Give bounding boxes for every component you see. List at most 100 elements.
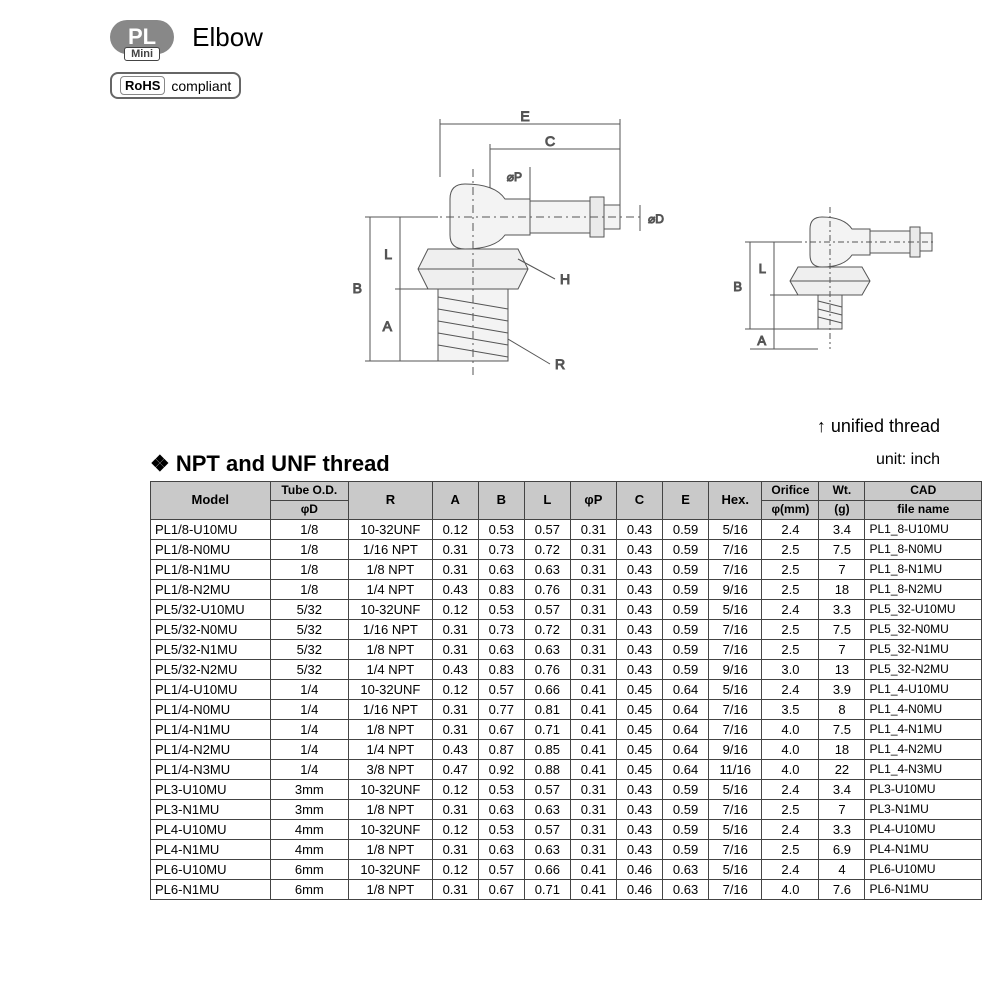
svg-text:L: L — [759, 261, 766, 276]
table-cell: 1/8 — [270, 579, 349, 599]
table-cell: 5/16 — [709, 859, 762, 879]
table-cell: 0.83 — [478, 579, 524, 599]
table-cell: 0.31 — [570, 819, 616, 839]
table-cell: PL1_4-N0MU — [865, 699, 982, 719]
th-c: C — [616, 482, 662, 520]
table-cell: 0.43 — [616, 639, 662, 659]
table-cell: 0.72 — [524, 539, 570, 559]
svg-text:A: A — [383, 318, 393, 334]
table-row: PL3-U10MU3mm10-32UNF0.120.530.570.310.43… — [151, 779, 982, 799]
table-cell: 2.4 — [762, 779, 819, 799]
table-cell: 0.59 — [663, 599, 709, 619]
table-cell: 0.63 — [663, 859, 709, 879]
table-cell: 3mm — [270, 799, 349, 819]
table-cell: 0.57 — [524, 779, 570, 799]
table-cell: 3.5 — [762, 699, 819, 719]
pl-badge: PL Mini — [110, 20, 174, 54]
table-cell: 5/32 — [270, 659, 349, 679]
table-cell: 10-32UNF — [349, 819, 433, 839]
table-cell: 0.59 — [663, 819, 709, 839]
table-row: PL5/32-N1MU5/321/8 NPT0.310.630.630.310.… — [151, 639, 982, 659]
table-cell: 7/16 — [709, 639, 762, 659]
table-cell: 1/4 NPT — [349, 579, 433, 599]
table-cell: 0.83 — [478, 659, 524, 679]
table-cell: 7 — [819, 559, 865, 579]
table-cell: PL4-U10MU — [151, 819, 271, 839]
table-cell: 10-32UNF — [349, 779, 433, 799]
table-cell: 0.47 — [432, 759, 478, 779]
table-cell: 7/16 — [709, 559, 762, 579]
table-cell: 0.43 — [616, 839, 662, 859]
table-cell: 0.31 — [570, 519, 616, 539]
table-cell: 1/4 NPT — [349, 739, 433, 759]
table-cell: 1/8 NPT — [349, 639, 433, 659]
table-cell: 1/8 — [270, 559, 349, 579]
table-cell: 0.31 — [570, 779, 616, 799]
table-cell: 0.63 — [524, 559, 570, 579]
table-cell: 0.31 — [432, 559, 478, 579]
table-cell: 0.43 — [616, 779, 662, 799]
th-model: Model — [151, 482, 271, 520]
svg-text:C: C — [545, 133, 555, 149]
table-cell: 0.41 — [570, 719, 616, 739]
table-cell: 0.77 — [478, 699, 524, 719]
rohs-text: compliant — [171, 78, 231, 94]
th-b: B — [478, 482, 524, 520]
table-cell: 5/16 — [709, 819, 762, 839]
table-cell: 0.31 — [570, 839, 616, 859]
table-cell: PL1/8-N2MU — [151, 579, 271, 599]
th-cad-sub: file name — [865, 500, 982, 519]
table-cell: 1/4 — [270, 739, 349, 759]
table-cell: 0.53 — [478, 599, 524, 619]
table-row: PL1/8-N1MU1/81/8 NPT0.310.630.630.310.43… — [151, 559, 982, 579]
svg-text:B: B — [353, 280, 362, 296]
table-cell: 0.64 — [663, 739, 709, 759]
table-cell: 7.5 — [819, 539, 865, 559]
table-cell: 9/16 — [709, 739, 762, 759]
diagram-area: E C ⌀P ⌀D — [150, 109, 980, 429]
table-cell: 2.5 — [762, 639, 819, 659]
table-cell: PL5_32-N0MU — [865, 619, 982, 639]
table-cell: 0.59 — [663, 539, 709, 559]
pl-badge-main: PL — [128, 24, 156, 49]
table-cell: 7/16 — [709, 799, 762, 819]
table-cell: 0.41 — [570, 759, 616, 779]
table-cell: 0.85 — [524, 739, 570, 759]
th-tube: Tube O.D. — [270, 482, 349, 501]
table-cell: 4.0 — [762, 739, 819, 759]
table-cell: 0.71 — [524, 879, 570, 899]
table-cell: 0.64 — [663, 719, 709, 739]
table-cell: PL1/8-N0MU — [151, 539, 271, 559]
table-cell: 2.4 — [762, 679, 819, 699]
table-cell: 0.43 — [616, 599, 662, 619]
table-cell: 0.88 — [524, 759, 570, 779]
th-a: A — [432, 482, 478, 520]
table-cell: 0.59 — [663, 639, 709, 659]
table-cell: 0.59 — [663, 519, 709, 539]
table-cell: 0.67 — [478, 879, 524, 899]
table-cell: PL3-U10MU — [865, 779, 982, 799]
table-cell: 7 — [819, 799, 865, 819]
table-cell: 0.12 — [432, 679, 478, 699]
table-cell: PL1_8-N0MU — [865, 539, 982, 559]
table-cell: PL5/32-U10MU — [151, 599, 271, 619]
table-cell: 22 — [819, 759, 865, 779]
rohs-label: RoHS — [120, 76, 165, 95]
table-cell: 0.46 — [616, 879, 662, 899]
table-cell: 1/8 — [270, 539, 349, 559]
table-cell: 0.73 — [478, 619, 524, 639]
table-cell: 0.43 — [616, 619, 662, 639]
table-cell: 0.43 — [616, 819, 662, 839]
table-cell: 2.4 — [762, 519, 819, 539]
table-cell: PL6-U10MU — [151, 859, 271, 879]
table-cell: PL5/32-N2MU — [151, 659, 271, 679]
table-cell: PL6-N1MU — [865, 879, 982, 899]
table-cell: 3.3 — [819, 599, 865, 619]
table-cell: 0.81 — [524, 699, 570, 719]
table-cell: PL1_4-U10MU — [865, 679, 982, 699]
table-cell: 3.9 — [819, 679, 865, 699]
th-hex: Hex. — [709, 482, 762, 520]
table-cell: 7/16 — [709, 879, 762, 899]
table-cell: 0.43 — [616, 799, 662, 819]
table-cell: 4.0 — [762, 879, 819, 899]
